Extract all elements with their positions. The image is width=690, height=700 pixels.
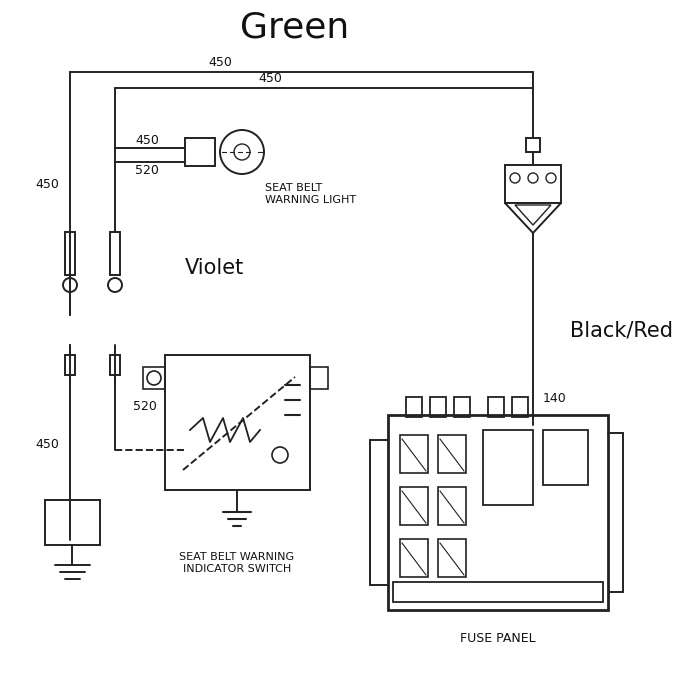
Text: 520: 520 <box>133 400 157 414</box>
Bar <box>483 430 533 505</box>
Bar <box>143 367 165 389</box>
Bar <box>65 355 75 375</box>
Text: SEAT BELT
WARNING LIGHT: SEAT BELT WARNING LIGHT <box>265 183 356 204</box>
Bar <box>454 397 470 417</box>
Text: 140: 140 <box>543 391 566 405</box>
Bar <box>438 539 466 577</box>
Bar <box>512 397 528 417</box>
Bar <box>526 138 540 152</box>
Text: Black/Red: Black/Red <box>570 320 673 340</box>
Text: 450: 450 <box>35 438 59 452</box>
Text: Violet: Violet <box>185 258 244 278</box>
Bar <box>400 539 428 577</box>
Text: 520: 520 <box>135 164 159 176</box>
Text: Green: Green <box>240 11 350 45</box>
Bar <box>406 397 422 417</box>
Polygon shape <box>515 205 551 225</box>
Bar <box>488 397 504 417</box>
Bar <box>505 165 561 203</box>
Bar <box>393 582 603 602</box>
Bar <box>185 138 215 166</box>
Bar <box>400 435 428 473</box>
Bar <box>438 487 466 525</box>
Bar <box>165 355 310 490</box>
Bar <box>388 415 608 610</box>
Polygon shape <box>505 203 561 233</box>
Bar <box>45 500 100 545</box>
Text: FUSE PANEL: FUSE PANEL <box>460 632 536 645</box>
Bar <box>430 397 446 417</box>
Bar <box>438 435 466 473</box>
Text: 450: 450 <box>135 134 159 146</box>
Text: 450: 450 <box>35 178 59 192</box>
Bar <box>110 232 120 275</box>
Bar <box>110 355 120 375</box>
Text: SEAT BELT WARNING
INDICATOR SWITCH: SEAT BELT WARNING INDICATOR SWITCH <box>179 552 295 573</box>
Bar <box>310 367 328 389</box>
Bar <box>543 430 588 485</box>
Bar <box>65 232 75 275</box>
Text: 450: 450 <box>258 73 282 85</box>
Text: 450: 450 <box>208 57 232 69</box>
Bar <box>400 487 428 525</box>
